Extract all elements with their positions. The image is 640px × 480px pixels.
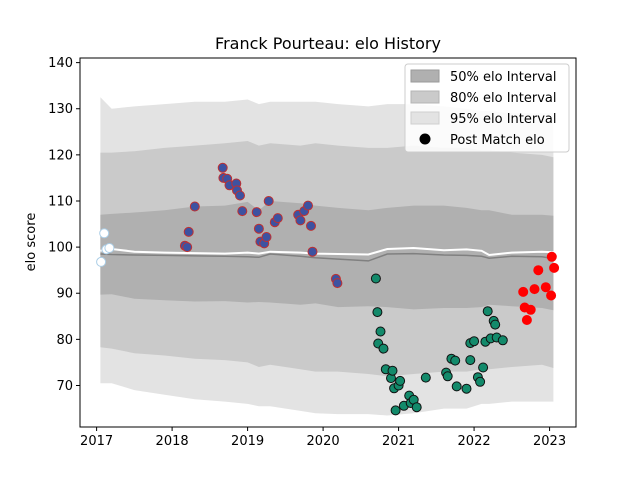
data-point-s2-34: [490, 319, 501, 330]
data-point-s2-19: [442, 371, 453, 382]
data-point-s1-16: [261, 232, 272, 242]
y-axis-label: elo score: [24, 213, 39, 272]
y-tick-label: 140: [48, 56, 73, 71]
y-tick-label: 110: [48, 194, 73, 209]
plot-frame: [79, 57, 577, 428]
data-point-s1-24: [306, 220, 316, 231]
x-axis: 2017 2018 2019 2020 2021 2022 2023: [80, 427, 566, 449]
data-point-s2-28: [475, 376, 486, 387]
data-point-s2-11: [395, 375, 406, 386]
data-point-s2-1: [372, 307, 383, 318]
data-point-s1-13: [253, 223, 264, 234]
data-point-s3-2: [521, 315, 532, 325]
data-point-s2-17: [420, 372, 431, 383]
x-tick-label: 2022: [458, 434, 491, 449]
expected-line: [100, 246, 554, 257]
legend-label-post-match: Post Match elo: [450, 133, 545, 148]
data-point-s1-17: [263, 196, 274, 206]
plot-area: [96, 97, 560, 416]
data-point-s2-31: [482, 306, 493, 317]
data-point-s3-3: [525, 304, 536, 315]
data-point-s2-9: [390, 405, 401, 416]
data-point-s1-4: [217, 162, 228, 173]
data-point-s2-36: [497, 335, 508, 346]
data-point-s1-25: [307, 246, 318, 257]
data-point-s1-12: [251, 207, 262, 218]
data-point-s2-4: [378, 343, 389, 354]
data-point-s1-23: [303, 200, 313, 211]
legend-box: [404, 63, 570, 153]
legend-swatch-80: [410, 90, 440, 104]
data-point-s2-21: [450, 355, 461, 366]
data-point-s3-4: [529, 284, 540, 295]
y-tick-label: 120: [48, 148, 73, 163]
data-point-s3-0: [518, 286, 529, 297]
data-point-s0-1: [99, 228, 110, 239]
data-point-s3-9: [549, 262, 560, 273]
data-point-s1-1: [182, 242, 193, 253]
data-point-s2-23: [461, 383, 472, 394]
data-point-s2-0: [370, 273, 381, 284]
data-point-s2-29: [478, 362, 489, 373]
data-point-s3-7: [546, 290, 557, 301]
data-point-s3-6: [540, 282, 551, 293]
y-tick-label: 80: [56, 333, 73, 348]
legend-marker-post-match: [419, 133, 431, 145]
data-point-s2-26: [469, 336, 480, 347]
data-point-s1-11: [237, 206, 248, 217]
y-tick-label: 130: [48, 102, 73, 117]
y-tick-label: 90: [56, 287, 73, 302]
x-tick-label: 2023: [533, 434, 566, 449]
legend-label-50: 50% elo Interval: [450, 70, 557, 85]
median-line: [100, 252, 554, 262]
y-tick-label: 70: [56, 379, 73, 394]
legend-label-95: 95% elo Interval: [450, 112, 557, 127]
x-tick-label: 2018: [156, 434, 189, 449]
x-tick-label: 2021: [382, 434, 415, 449]
data-point-s1-2: [183, 226, 194, 237]
data-point-s2-3: [375, 326, 386, 337]
data-point-s2-25: [465, 355, 476, 366]
data-point-s3-5: [533, 265, 544, 276]
data-point-s1-19: [272, 213, 283, 224]
x-tick-label: 2017: [80, 434, 113, 449]
legend: 50% elo Interval 80% elo Interval 95% el…: [404, 63, 570, 153]
data-point-s2-22: [451, 381, 462, 392]
data-point-s2-7: [387, 365, 398, 376]
data-point-s1-3: [189, 201, 200, 212]
x-tick-label: 2020: [307, 434, 340, 449]
data-point-s3-8: [546, 251, 557, 262]
data-point-s1-10: [235, 190, 245, 201]
y-axis: 70 80 90 100 110 120 130 140: [48, 56, 80, 394]
legend-swatch-50: [410, 69, 440, 83]
data-point-s0-3: [104, 243, 115, 253]
x-tick-label: 2019: [231, 434, 264, 449]
y-tick-label: 100: [48, 241, 73, 256]
legend-swatch-95: [410, 111, 440, 125]
data-point-s2-16: [411, 402, 422, 413]
legend-label-80: 80% elo Interval: [450, 91, 557, 106]
band-50: [100, 201, 554, 311]
data-point-s0-0: [96, 256, 107, 267]
data-point-s1-21: [295, 215, 306, 226]
data-point-s1-27: [332, 278, 343, 289]
chart-title: Franck Pourteau: elo History: [215, 34, 441, 53]
